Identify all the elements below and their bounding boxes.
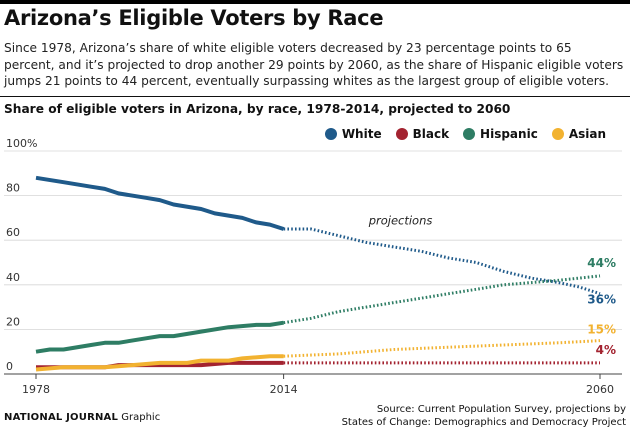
end-label-asian: 15% — [587, 323, 616, 337]
y-tick-label: 0 — [6, 360, 13, 373]
source-note: Source: Current Population Survey, proje… — [342, 403, 626, 429]
x-tick-label: 2014 — [270, 383, 298, 396]
y-tick-label: 100% — [6, 137, 37, 150]
legend-swatch-asian — [551, 128, 564, 140]
legend-label-white: White — [341, 127, 382, 141]
chart-legend: White Black Hispanic Asian — [311, 127, 606, 141]
x-tick-label: 2060 — [586, 383, 614, 396]
gridlines — [4, 150, 622, 379]
series-hispanic-actual-line — [35, 320, 284, 354]
divider — [0, 96, 630, 97]
legend-swatch-black — [395, 128, 408, 140]
brand-credit: NATIONAL JOURNAL Graphic — [4, 412, 160, 423]
end-label-hispanic: 44% — [587, 256, 616, 270]
legend-item-white: White — [324, 127, 382, 141]
x-tick-label: 1978 — [22, 383, 50, 396]
series-white-projected-line — [283, 227, 601, 296]
brand-suffix: Graphic — [121, 412, 161, 423]
chart-description: Since 1978, Arizona’s share of white eli… — [4, 41, 624, 88]
y-tick-label: 80 — [6, 182, 20, 195]
y-tick-label: 20 — [6, 315, 20, 328]
projections-annotation: projections — [368, 214, 433, 228]
end-label-white: 36% — [587, 293, 616, 307]
series-white-actual-line — [35, 175, 285, 231]
legend-label-asian: Asian — [568, 127, 606, 141]
brand-name: NATIONAL JOURNAL — [4, 412, 119, 423]
axis-labels: 0 20 40 60 80 100% 1978 2014 2060 36% 4% 44% 15% proj… — [6, 137, 616, 396]
legend-label-hispanic: Hispanic — [480, 127, 538, 141]
source-line-1: Source: Current Population Survey, proje… — [376, 404, 626, 415]
legend-swatch-white — [324, 128, 337, 140]
series-asian-actual-line — [35, 354, 284, 372]
chart-title: Share of eligible voters in Arizona, by … — [4, 102, 511, 116]
y-tick-label: 60 — [6, 226, 20, 239]
legend-item-hispanic: Hispanic — [463, 127, 538, 141]
legend-item-asian: Asian — [551, 127, 606, 141]
series-hispanic-projected-line — [283, 274, 601, 325]
legend-label-black: Black — [412, 127, 450, 141]
source-line-2: States of Change: Demographics and Democ… — [341, 417, 626, 428]
y-tick-label: 40 — [6, 271, 20, 284]
top-rule — [0, 0, 630, 4]
series-asian-projected-line — [283, 339, 601, 358]
end-label-black: 4% — [596, 343, 616, 357]
page-title: Arizona’s Eligible Voters by Race — [4, 6, 384, 30]
series-lines — [35, 175, 601, 372]
legend-item-black: Black — [395, 127, 450, 141]
legend-swatch-hispanic — [463, 128, 476, 140]
